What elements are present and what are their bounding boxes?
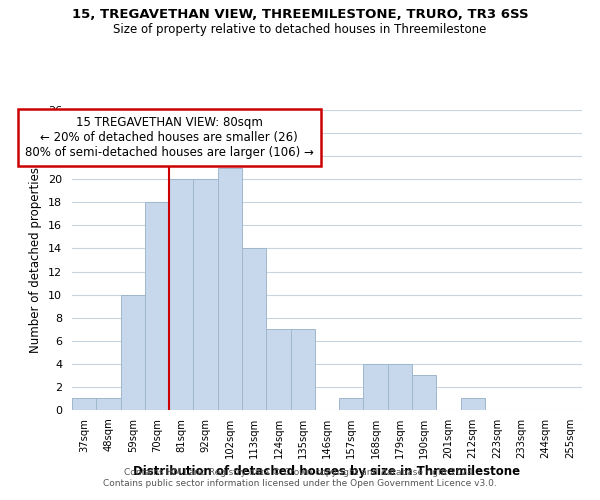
Y-axis label: Number of detached properties: Number of detached properties bbox=[29, 167, 43, 353]
Bar bbox=[242, 248, 266, 410]
Bar bbox=[412, 376, 436, 410]
Bar bbox=[169, 179, 193, 410]
Text: Contains HM Land Registry data © Crown copyright and database right 2024.
Contai: Contains HM Land Registry data © Crown c… bbox=[103, 468, 497, 487]
Text: 15, TREGAVETHAN VIEW, THREEMILESTONE, TRURO, TR3 6SS: 15, TREGAVETHAN VIEW, THREEMILESTONE, TR… bbox=[71, 8, 529, 20]
Bar bbox=[290, 329, 315, 410]
Bar bbox=[72, 398, 96, 410]
Text: Distribution of detached houses by size in Threemilestone: Distribution of detached houses by size … bbox=[133, 464, 521, 477]
Text: Size of property relative to detached houses in Threemilestone: Size of property relative to detached ho… bbox=[113, 22, 487, 36]
Bar bbox=[461, 398, 485, 410]
Bar bbox=[121, 294, 145, 410]
Text: 15 TREGAVETHAN VIEW: 80sqm
← 20% of detached houses are smaller (26)
80% of semi: 15 TREGAVETHAN VIEW: 80sqm ← 20% of deta… bbox=[25, 116, 314, 159]
Bar bbox=[388, 364, 412, 410]
Bar bbox=[339, 398, 364, 410]
Bar bbox=[364, 364, 388, 410]
Bar bbox=[266, 329, 290, 410]
Bar bbox=[218, 168, 242, 410]
Bar bbox=[145, 202, 169, 410]
Bar bbox=[96, 398, 121, 410]
Bar bbox=[193, 179, 218, 410]
